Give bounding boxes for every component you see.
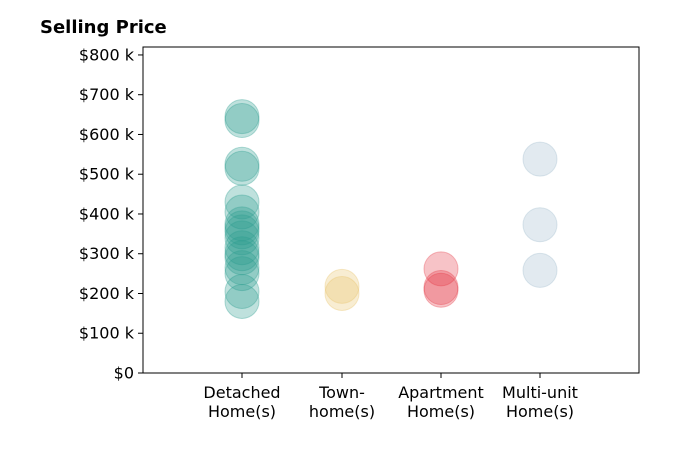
- data-point: [224, 214, 260, 250]
- y-tick-label: $500 k: [79, 165, 135, 184]
- y-tick-label: $100 k: [79, 324, 135, 343]
- x-tick-label: Town-home(s): [309, 383, 375, 421]
- y-tick-label: $300 k: [79, 244, 135, 263]
- x-tick-label: Multi-unit Home(s): [502, 383, 578, 421]
- data-point: [224, 99, 260, 135]
- y-axis: $0 $100 k $200 k $300 k $400 k $500 k $600 k $7…: [79, 45, 143, 383]
- y-tick-label: $600 k: [79, 125, 135, 144]
- data-points: [224, 99, 558, 319]
- y-tick-label: $400 k: [79, 204, 135, 223]
- x-tick-label: Detached Home(s): [203, 383, 280, 421]
- data-point: [224, 230, 260, 266]
- y-tick-label: $800 k: [79, 45, 135, 64]
- x-axis: Detached Home(s) Town-home(s) Apartment Home…: [203, 373, 578, 421]
- data-point: [224, 210, 260, 246]
- data-point: [224, 236, 260, 272]
- data-point: [224, 220, 260, 256]
- y-tick-label: $0: [114, 364, 134, 383]
- data-point: [224, 184, 260, 220]
- data-point: [423, 270, 459, 306]
- data-point: [224, 283, 260, 319]
- y-tick-label: $200 k: [79, 284, 135, 303]
- data-point: [324, 268, 360, 304]
- data-point: [224, 150, 260, 186]
- x-tick-label: Apartment Home(s): [398, 383, 484, 421]
- data-point: [224, 103, 260, 139]
- data-point: [522, 252, 558, 288]
- data-point: [224, 250, 260, 286]
- data-point: [224, 146, 260, 182]
- y-tick-label: $700 k: [79, 85, 135, 104]
- data-point: [423, 251, 459, 287]
- data-point: [522, 141, 558, 177]
- data-point: [324, 275, 360, 311]
- data-point: [224, 240, 260, 276]
- chart-title: Selling Price: [40, 17, 167, 38]
- data-point: [224, 194, 260, 230]
- data-point: [224, 256, 260, 292]
- data-point: [423, 272, 459, 308]
- plot-area-frame: [142, 46, 640, 374]
- data-point: [224, 274, 260, 309]
- data-point: [522, 207, 558, 243]
- data-point: [224, 206, 260, 242]
